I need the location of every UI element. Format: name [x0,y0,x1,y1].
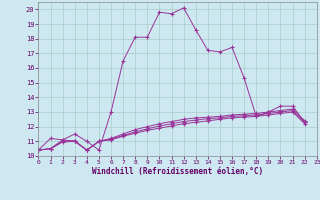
X-axis label: Windchill (Refroidissement éolien,°C): Windchill (Refroidissement éolien,°C) [92,167,263,176]
